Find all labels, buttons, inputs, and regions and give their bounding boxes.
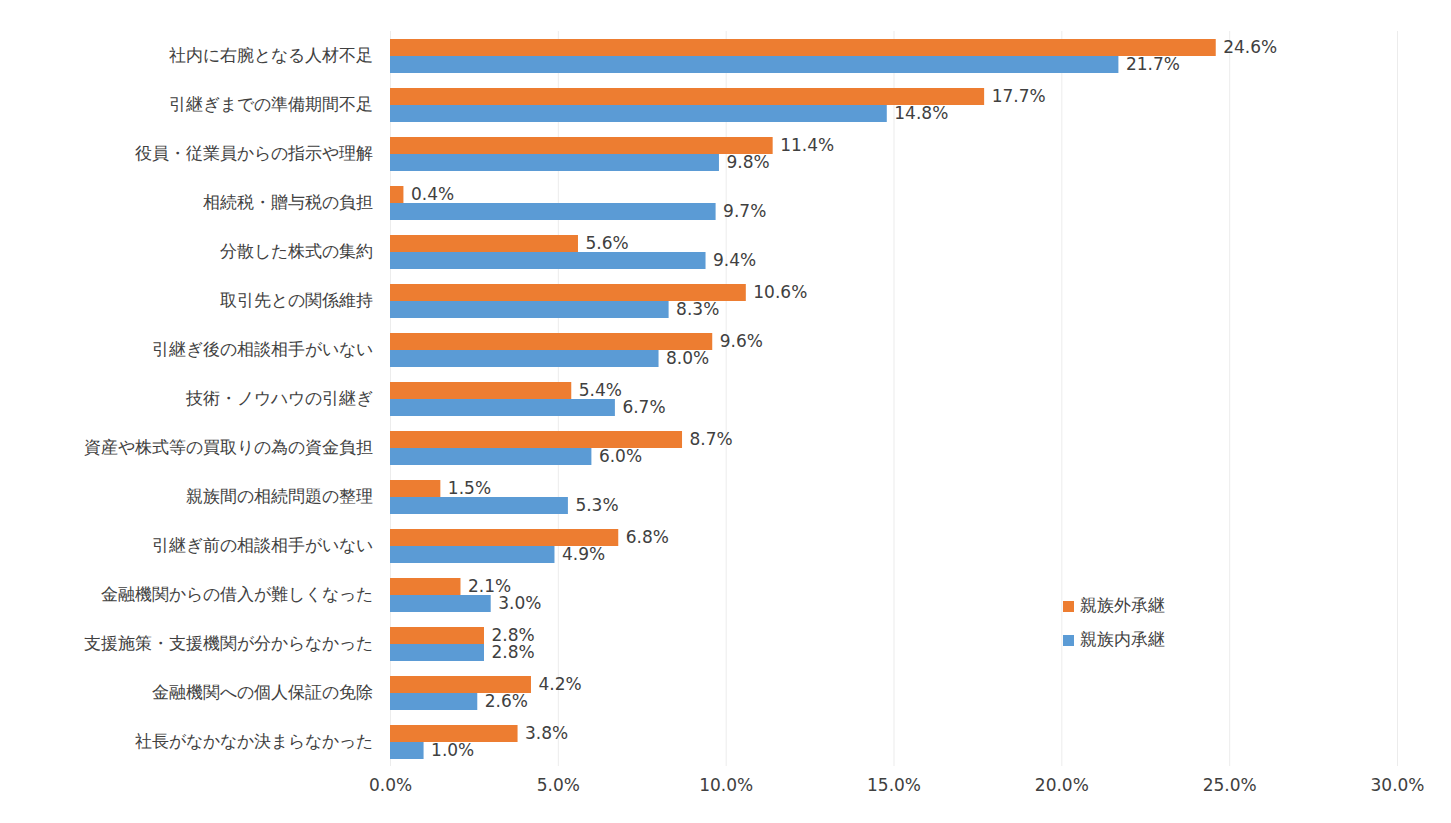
svg-text:9.4%: 9.4%: [713, 250, 756, 270]
svg-text:6.7%: 6.7%: [622, 397, 665, 417]
svg-text:8.3%: 8.3%: [676, 299, 719, 319]
html-text:親族外承継: 親族外承継: [1080, 595, 1165, 615]
svg-text:取引先との関係維持: 取引先との関係維持: [220, 290, 373, 310]
svg-text:30.0%: 30.0%: [1370, 775, 1424, 795]
svg-text:2.1%: 2.1%: [468, 576, 512, 597]
svg-text:分散した株式の集約: 分散した株式の集約: [220, 241, 373, 261]
svg-text:0.0%: 0.0%: [369, 775, 412, 795]
svg-text:11.4%: 11.4%: [780, 135, 834, 155]
svg-text:5.3%: 5.3%: [575, 495, 618, 515]
svg-text:21.7%: 21.7%: [1126, 54, 1180, 74]
svg-text:引継ぎ前の相談相手がいない: 引継ぎ前の相談相手がいない: [152, 535, 373, 555]
svg-text:2.6%: 2.6%: [485, 691, 528, 711]
svg-text:資産や株式等の買取りの為の資金負担: 資産や株式等の買取りの為の資金負担: [84, 437, 373, 457]
svg-text:金融機関への個人保証の免除: 金融機関への個人保証の免除: [152, 682, 373, 702]
svg-text:24.6%: 24.6%: [1223, 37, 1277, 57]
svg-text:17.7%: 17.7%: [992, 86, 1046, 106]
html-text:親族内承継: 親族内承継: [1080, 629, 1165, 649]
svg-text:引継ぎ後の相談相手がいない: 引継ぎ後の相談相手がいない: [152, 339, 373, 359]
svg-text:8.0%: 8.0%: [666, 348, 709, 368]
svg-text:10.6%: 10.6%: [753, 282, 807, 302]
svg-text:2.8%: 2.8%: [491, 642, 534, 662]
svg-text:1.5%: 1.5%: [448, 478, 491, 498]
svg-text:親族間の相続問題の整理: 親族間の相続問題の整理: [186, 486, 373, 506]
svg-text:5.0%: 5.0%: [537, 775, 580, 795]
svg-text:25.0%: 25.0%: [1203, 775, 1257, 795]
svg-text:2.8%: 2.8%: [491, 625, 535, 646]
svg-text:5.4%: 5.4%: [579, 380, 622, 400]
svg-text:14.8%: 14.8%: [894, 103, 948, 123]
svg-text:3.8%: 3.8%: [525, 723, 568, 743]
svg-text:5.6%: 5.6%: [585, 233, 628, 253]
svg-text:役員・従業員からの指示や理解: 役員・従業員からの指示や理解: [135, 143, 373, 163]
svg-text:支援施策・支援機関が分からなかった: 支援施策・支援機関が分からなかった: [84, 633, 373, 653]
svg-text:引継ぎまでの準備期間不足: 引継ぎまでの準備期間不足: [169, 94, 373, 114]
svg-text:4.9%: 4.9%: [562, 544, 605, 564]
svg-text:社長がなかなか決まらなかった: 社長がなかなか決まらなかった: [135, 731, 373, 751]
svg-text:15.0%: 15.0%: [867, 775, 921, 795]
svg-text:8.7%: 8.7%: [690, 429, 733, 449]
svg-text:10.0%: 10.0%: [699, 775, 753, 795]
svg-text:6.8%: 6.8%: [626, 527, 669, 547]
svg-text:0.4%: 0.4%: [411, 184, 454, 204]
svg-text:20.0%: 20.0%: [1035, 775, 1089, 795]
svg-text:相続税・贈与税の負担: 相続税・贈与税の負担: [203, 192, 373, 212]
svg-text:9.8%: 9.8%: [726, 152, 769, 172]
svg-text:社内に右腕となる人材不足: 社内に右腕となる人材不足: [169, 45, 373, 65]
svg-text:1.0%: 1.0%: [431, 740, 474, 760]
svg-text:金融機関からの借入が難しくなった: 金融機関からの借入が難しくなった: [101, 584, 373, 604]
svg-text:9.6%: 9.6%: [720, 331, 763, 351]
svg-text:9.7%: 9.7%: [723, 201, 766, 221]
svg-text:4.2%: 4.2%: [538, 674, 581, 694]
svg-text:6.0%: 6.0%: [599, 446, 642, 466]
svg-text:3.0%: 3.0%: [498, 593, 541, 613]
svg-text:技術・ノウハウの引継ぎ: 技術・ノウハウの引継ぎ: [185, 388, 373, 408]
